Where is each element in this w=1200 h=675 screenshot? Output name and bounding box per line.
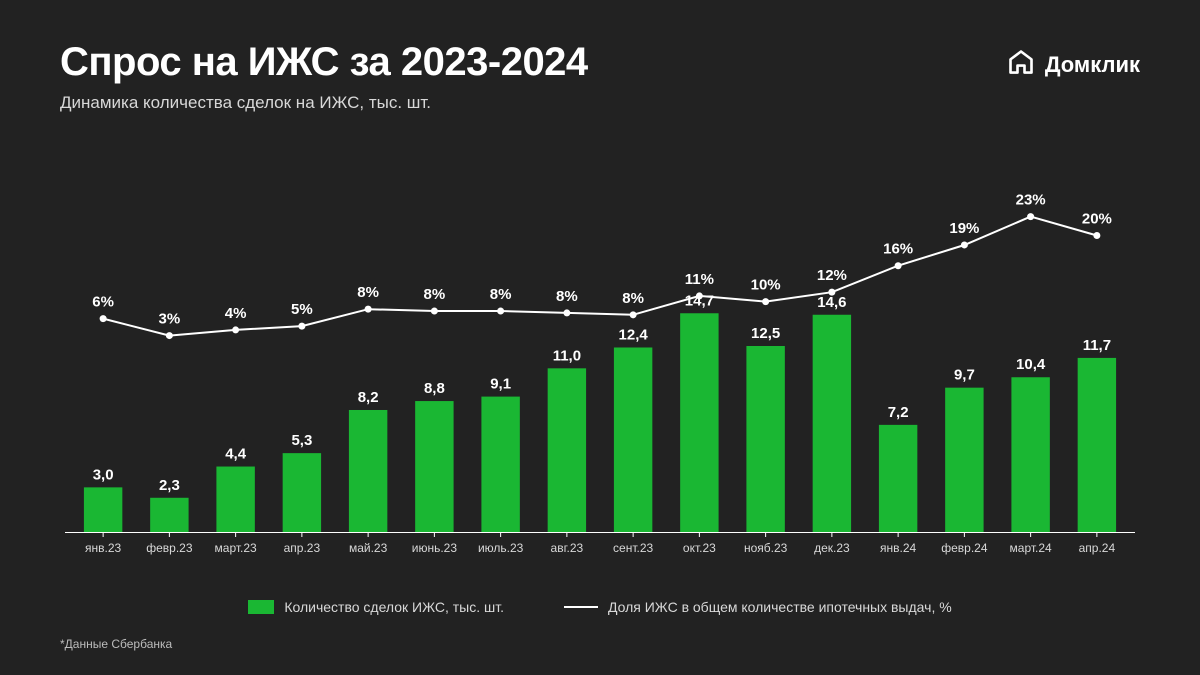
line-value-label: 8% (556, 288, 578, 305)
bar (150, 498, 188, 532)
x-axis-label: авг.23 (551, 541, 584, 555)
line-point (497, 308, 504, 315)
x-axis-label: май.23 (349, 541, 388, 555)
line-point (100, 315, 107, 322)
line-value-label: 12% (817, 267, 847, 284)
chart-legend: Количество сделок ИЖС, тыс. шт. Доля ИЖС… (0, 599, 1200, 615)
house-icon (1007, 48, 1035, 82)
line-value-label: 16% (883, 241, 913, 258)
bar (614, 347, 652, 532)
x-axis-label: июль.23 (478, 541, 524, 555)
bar (283, 453, 321, 532)
x-axis-label: сент.23 (613, 541, 653, 555)
line-value-label: 5% (291, 301, 313, 318)
x-axis-label: март.23 (215, 541, 258, 555)
bar-value-label: 11,0 (553, 347, 581, 364)
line-value-label: 8% (357, 284, 379, 301)
x-axis-label: июнь.23 (412, 541, 458, 555)
bar (216, 467, 254, 532)
line-point (232, 326, 239, 333)
bar-value-label: 8,8 (424, 380, 445, 397)
bar (415, 401, 453, 532)
legend-line-label: Доля ИЖС в общем количестве ипотечных вы… (608, 599, 952, 615)
line-point (1093, 232, 1100, 239)
bar (879, 425, 917, 532)
bar-value-label: 9,7 (954, 367, 975, 384)
line-point (762, 298, 769, 305)
legend-item-line: Доля ИЖС в общем количестве ипотечных вы… (564, 599, 952, 615)
bar-value-label: 7,2 (888, 404, 909, 421)
x-axis-label: февр.24 (941, 541, 988, 555)
bar (84, 487, 122, 532)
line-point (1027, 213, 1034, 220)
line-value-label: 4% (225, 305, 247, 322)
bar (746, 346, 784, 532)
bar (548, 368, 586, 532)
bar (945, 388, 983, 532)
x-axis-label: окт.23 (683, 541, 716, 555)
bar (1078, 358, 1116, 532)
bar (481, 397, 519, 532)
page-title: Спрос на ИЖС за 2023-2024 (60, 40, 1140, 85)
bar-value-label: 10,4 (1016, 356, 1046, 373)
line-point (166, 332, 173, 339)
bar (813, 315, 851, 532)
line-value-label: 8% (490, 286, 512, 303)
x-axis-label: апр.24 (1079, 541, 1116, 555)
line-value-label: 6% (92, 294, 114, 311)
bar-value-label: 3,0 (93, 466, 114, 483)
line-swatch-icon (564, 606, 598, 608)
bar-value-label: 9,1 (490, 376, 511, 393)
bar-value-label: 12,4 (619, 326, 649, 343)
bar (349, 410, 387, 532)
brand-name: Домклик (1045, 52, 1140, 78)
legend-item-bars: Количество сделок ИЖС, тыс. шт. (248, 599, 504, 615)
bar (680, 313, 718, 532)
line-value-label: 20% (1082, 211, 1112, 228)
footnote: *Данные Сбербанка (60, 637, 172, 651)
x-axis-label: янв.24 (880, 541, 917, 555)
line-point (895, 262, 902, 269)
combo-chart: 3,0 янв.23 2,3 февр.23 4,4 март.23 5,3 апр.23 8,… (60, 150, 1140, 560)
bar (1011, 377, 1049, 532)
x-axis-label: апр.23 (284, 541, 321, 555)
line-value-label: 3% (159, 311, 181, 328)
x-axis-label: февр.23 (146, 541, 193, 555)
x-axis-label: нояб.23 (744, 541, 788, 555)
x-axis-label: янв.23 (85, 541, 122, 555)
page-subtitle: Динамика количества сделок на ИЖС, тыс. … (60, 93, 1140, 113)
line-point (630, 311, 637, 318)
line-point (696, 292, 703, 299)
x-axis-label: дек.23 (814, 541, 850, 555)
line-value-label: 11% (685, 271, 714, 288)
x-axis-label: март.24 (1010, 541, 1053, 555)
line-point (298, 323, 305, 330)
bar-value-label: 14,6 (817, 294, 846, 311)
line-value-label: 8% (622, 290, 644, 307)
line-series (103, 217, 1097, 336)
bar-value-label: 11,7 (1083, 337, 1111, 354)
line-value-label: 10% (751, 277, 781, 294)
bar-value-label: 2,3 (159, 477, 180, 494)
bar-swatch-icon (248, 600, 274, 614)
line-point (961, 241, 968, 248)
legend-bars-label: Количество сделок ИЖС, тыс. шт. (284, 599, 504, 615)
bar-value-label: 12,5 (751, 325, 780, 342)
bar-value-label: 8,2 (358, 389, 379, 406)
line-point (431, 308, 438, 315)
line-point (828, 289, 835, 296)
line-value-label: 19% (949, 220, 979, 237)
line-value-label: 23% (1016, 192, 1046, 209)
line-point (365, 306, 372, 313)
line-value-label: 8% (424, 286, 446, 303)
line-point (563, 309, 570, 316)
brand-logo: Домклик (1007, 48, 1140, 82)
bar-value-label: 5,3 (291, 432, 312, 449)
bar-value-label: 4,4 (225, 446, 247, 463)
